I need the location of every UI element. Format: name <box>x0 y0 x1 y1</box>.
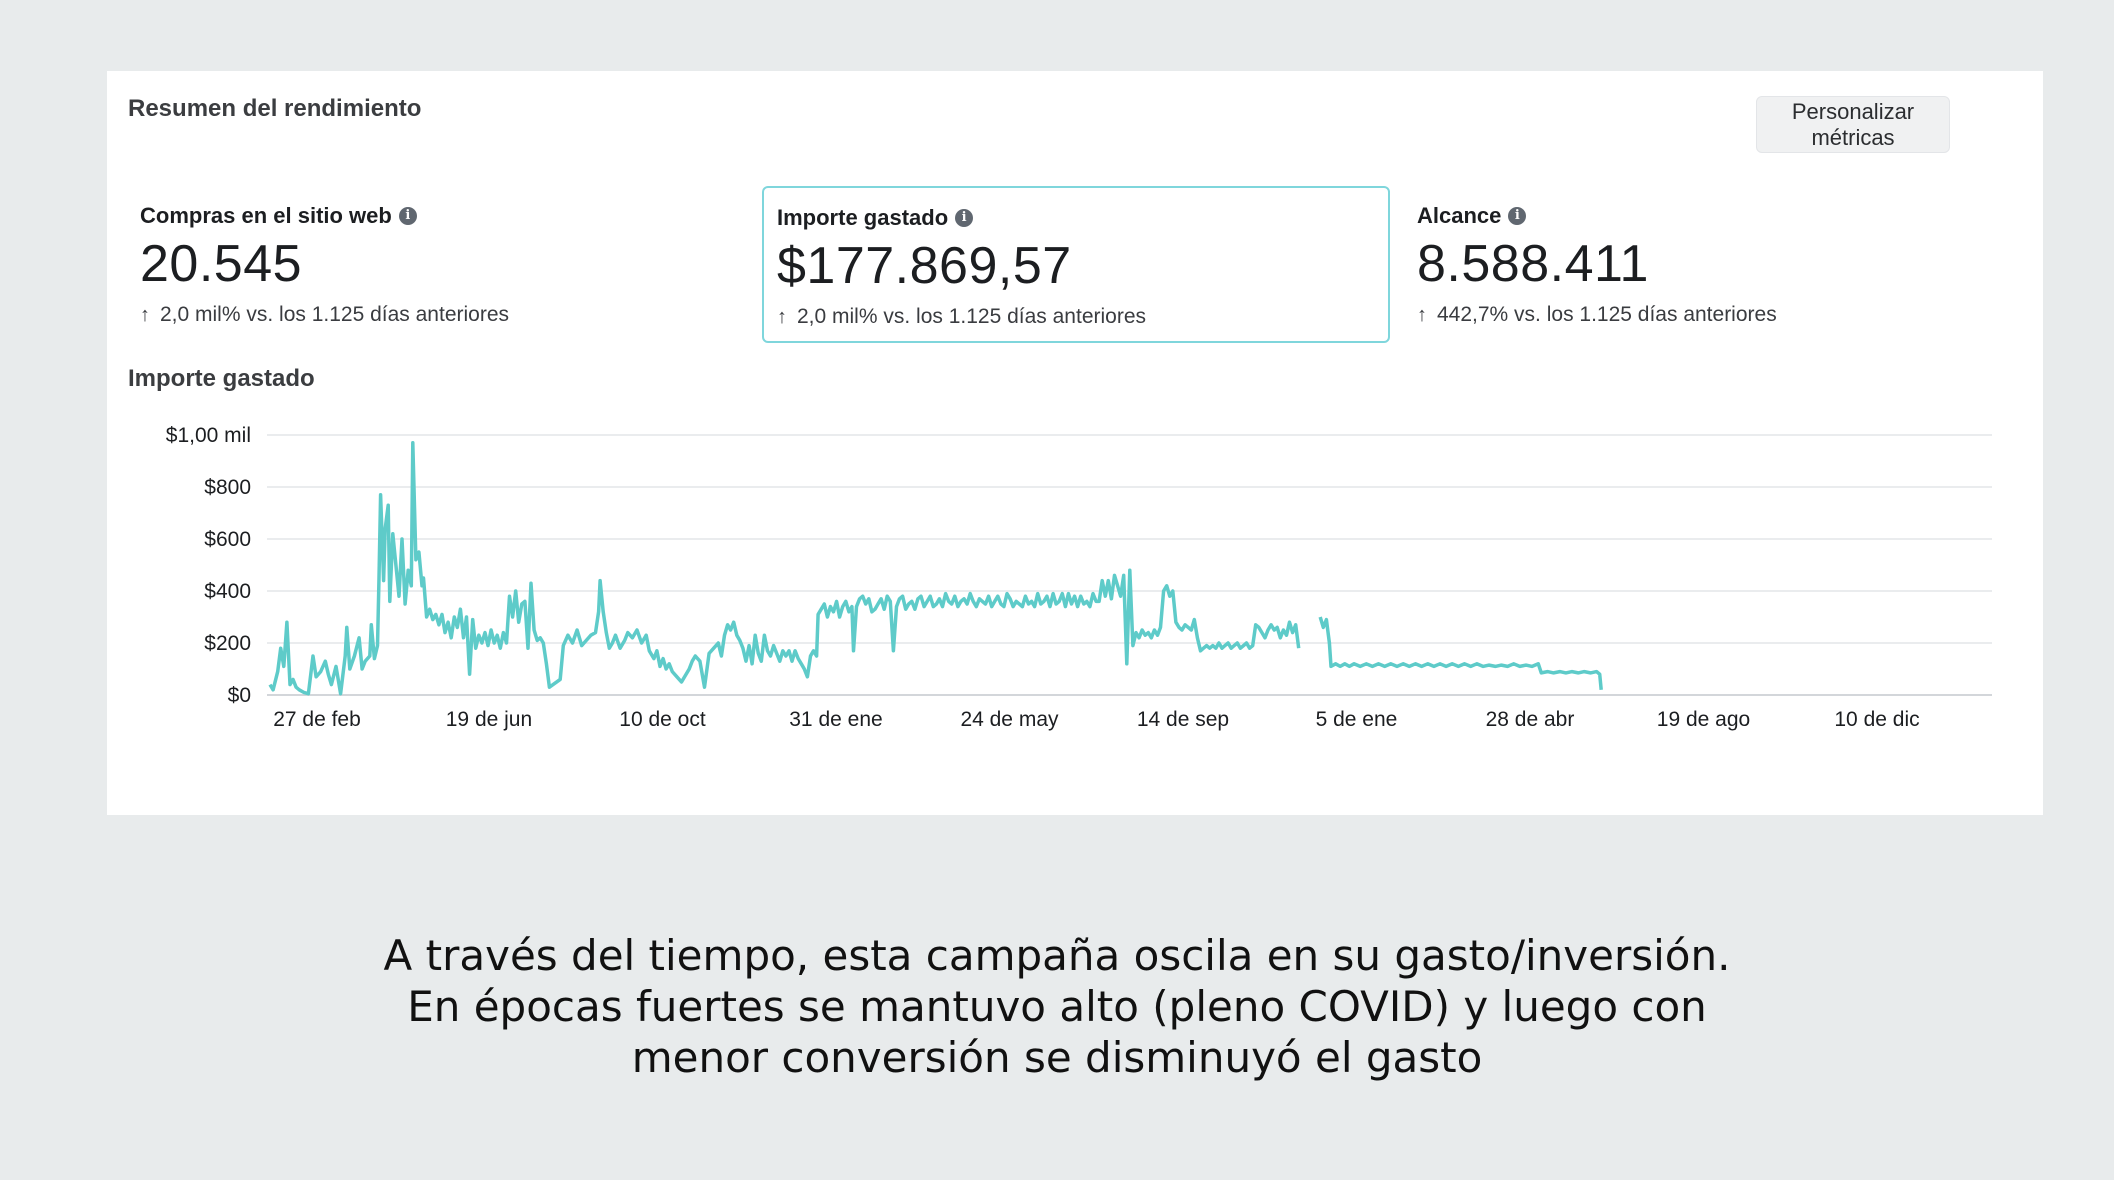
x-tick-label: 14 de sep <box>1137 708 1229 731</box>
caption: A través del tiempo, esta campaña oscila… <box>0 930 2114 1083</box>
series-line-segment[interactable] <box>1318 616 1603 690</box>
customize-metrics-button[interactable]: Personalizar métricas <box>1756 96 1950 153</box>
arrow-up-icon: ↑ <box>1417 303 1427 326</box>
x-tick-label: 10 de dic <box>1834 708 1919 731</box>
metric-value: 20.545 <box>140 235 303 293</box>
arrow-up-icon: ↑ <box>777 305 787 328</box>
caption-line: En épocas fuertes se mantuvo alto (pleno… <box>407 982 1707 1031</box>
info-icon[interactable]: i <box>1508 207 1527 225</box>
metric-label: Importe gastado <box>777 205 949 230</box>
x-tick-label: 19 de ago <box>1657 708 1750 731</box>
amount-spent-line-chart: $0 $200 $400 $600 $800 $1,00 mil 27 de feb 19 d… <box>166 424 1992 731</box>
y-tick-label: $400 <box>204 580 251 603</box>
metric-label: Alcance <box>1417 203 1502 228</box>
metric-card-reach[interactable]: Alcance i 8.588.411 ↑ 442,7% vs. los 1.1… <box>1404 186 2032 343</box>
x-tick-label: 28 de abr <box>1486 708 1575 731</box>
y-tick-label: $200 <box>204 632 251 655</box>
y-tick-label: $0 <box>228 684 251 707</box>
x-tick-label: 27 de feb <box>273 708 361 731</box>
metric-card-purchases[interactable]: Compras en el sitio web i 20.545 ↑ 2,0 m… <box>127 186 755 343</box>
metric-card-amount-spent[interactable]: Importe gastado i $177.869,57 ↑ 2,0 mil%… <box>762 186 1390 343</box>
chart-title: Importe gastado <box>128 365 315 392</box>
performance-summary-card: Resumen del rendimiento Personalizar mét… <box>107 71 2043 815</box>
card-title: Resumen del rendimiento <box>128 95 422 122</box>
metric-change: 2,0 mil% vs. los 1.125 días anteriores <box>797 305 1147 328</box>
info-icon[interactable]: i <box>955 209 974 227</box>
metric-value: 8.588.411 <box>1417 235 1649 293</box>
x-tick-label: 10 de oct <box>619 708 706 731</box>
info-icon[interactable]: i <box>398 207 417 225</box>
y-tick-label: $1,00 mil <box>166 424 251 447</box>
metric-change: 2,0 mil% vs. los 1.125 días anteriores <box>160 303 510 326</box>
metric-value: $177.869,57 <box>777 237 1072 295</box>
x-tick-label: 24 de may <box>960 708 1059 731</box>
metric-label: Compras en el sitio web <box>140 203 392 228</box>
y-tick-label: $800 <box>204 476 251 499</box>
series-line-segment[interactable] <box>268 441 1301 696</box>
metric-change: 442,7% vs. los 1.125 días anteriores <box>1437 303 1777 326</box>
y-tick-label: $600 <box>204 528 251 551</box>
x-tick-label: 31 de ene <box>789 708 882 731</box>
x-tick-label: 5 de ene <box>1316 708 1398 731</box>
arrow-up-icon: ↑ <box>140 303 150 326</box>
x-tick-label: 19 de jun <box>446 708 532 731</box>
caption-line: menor conversión se disminuyó el gasto <box>631 1033 1483 1082</box>
caption-line: A través del tiempo, esta campaña oscila… <box>383 931 1731 980</box>
